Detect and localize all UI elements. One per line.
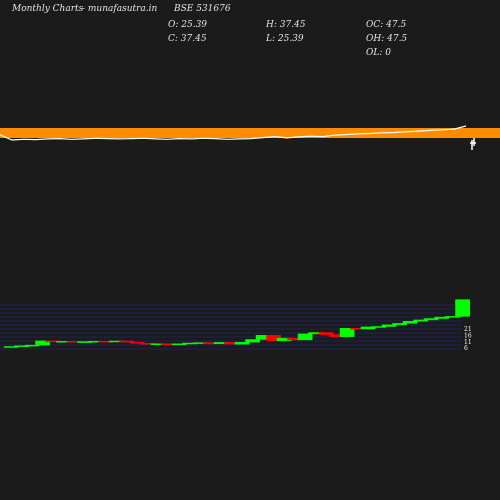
candle <box>35 340 50 346</box>
site-label: - munafasutra.in <box>82 4 158 14</box>
candle <box>444 316 460 318</box>
open-value: O: 25.39 <box>168 20 208 30</box>
period-label: Monthly Charts <box>12 4 84 14</box>
candle <box>339 328 355 337</box>
oh-value: OH: 47.5 <box>366 34 408 44</box>
low-value: L: 25.39 <box>266 34 304 44</box>
candle <box>434 316 449 319</box>
candles <box>3 299 470 348</box>
candle <box>413 319 428 322</box>
high-value: H: 37.45 <box>266 20 306 30</box>
candle <box>392 323 407 326</box>
candle <box>297 333 313 341</box>
price-marker <box>470 138 476 150</box>
candle <box>245 339 260 343</box>
volume-grid <box>0 304 462 350</box>
candle <box>360 326 376 330</box>
candle <box>119 340 134 343</box>
candle <box>171 343 187 346</box>
price-line <box>0 125 467 141</box>
candle <box>371 326 386 328</box>
symbol-label: BSE 531676 <box>174 4 231 14</box>
oc-value: OC: 47.5 <box>366 20 407 30</box>
y-tick-label: 21 <box>464 326 472 333</box>
candle <box>129 341 145 344</box>
price-band <box>0 128 500 138</box>
candle <box>318 332 334 335</box>
candle <box>423 318 439 321</box>
candle <box>24 344 40 347</box>
y-tick-label: 11 <box>464 339 472 346</box>
candle <box>381 324 397 327</box>
y-tick-label: 16 <box>464 333 472 340</box>
candle <box>455 299 470 317</box>
y-tick-label: 6 <box>464 345 468 352</box>
candle <box>402 321 418 324</box>
close-value: C: 37.45 <box>168 34 207 44</box>
ol-value: OL: 0 <box>366 48 391 58</box>
candle <box>234 341 250 345</box>
